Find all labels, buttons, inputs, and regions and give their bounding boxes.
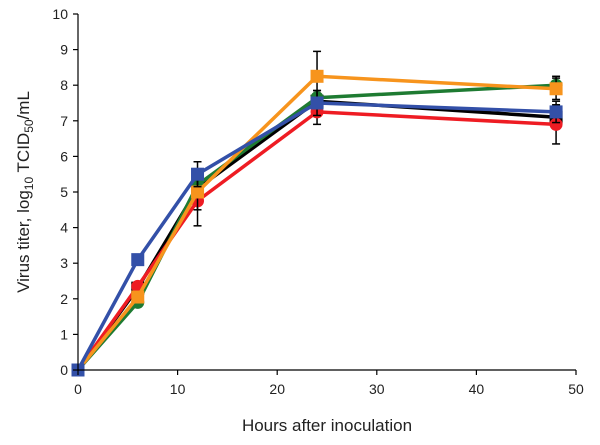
- y-axis-title-sub-tcid: 50: [22, 119, 36, 133]
- y-axis-ticks: 0 1 2 3 4 5 6 7 8 9 10: [52, 6, 78, 378]
- y-tick-label: 8: [60, 77, 68, 93]
- y-tick-label: 7: [60, 113, 68, 129]
- y-axis-title-sub-log: 10: [22, 177, 36, 191]
- data-point: [191, 185, 205, 199]
- series-1: [71, 94, 563, 377]
- y-tick-label: 5: [60, 184, 68, 200]
- x-tick-label: 20: [269, 381, 285, 397]
- data-point: [549, 82, 563, 96]
- y-tick-label: 2: [60, 291, 68, 307]
- x-axis-ticks: 0 10 20 30 40 50: [74, 370, 584, 397]
- y-axis-title: Virus titer, log10 TCID50/mL: [14, 91, 36, 293]
- x-tick-label: 30: [369, 381, 385, 397]
- y-tick-label: 6: [60, 148, 68, 164]
- series-5: [71, 89, 563, 377]
- x-axis-title: Hours after inoculation: [242, 416, 412, 435]
- series-3: [71, 98, 563, 377]
- y-axis-title-suffix: /mL: [14, 91, 33, 119]
- x-tick-label: 50: [568, 381, 584, 397]
- data-point: [191, 167, 205, 181]
- data-point: [549, 117, 563, 131]
- y-tick-label: 9: [60, 42, 68, 58]
- y-axis-title-middle: TCID: [14, 133, 33, 177]
- data-point: [131, 253, 145, 267]
- y-tick-label: 3: [60, 255, 68, 271]
- y-tick-label: 1: [60, 326, 68, 342]
- data-point: [310, 96, 324, 110]
- series-layer: [71, 50, 563, 377]
- series-line: [76, 83, 557, 372]
- x-tick-label: 40: [469, 381, 485, 397]
- x-tick-label: 10: [170, 381, 186, 397]
- y-axis-title-prefix: Virus titer, log: [14, 190, 33, 293]
- y-tick-label: 4: [60, 220, 68, 236]
- data-point: [310, 69, 324, 83]
- series-line: [76, 101, 557, 371]
- series-line: [76, 99, 557, 372]
- x-tick-label: 0: [74, 381, 82, 397]
- data-point: [131, 290, 145, 304]
- y-tick-label: 10: [52, 6, 68, 22]
- data-point: [549, 105, 563, 119]
- y-tick-label: 0: [60, 362, 68, 378]
